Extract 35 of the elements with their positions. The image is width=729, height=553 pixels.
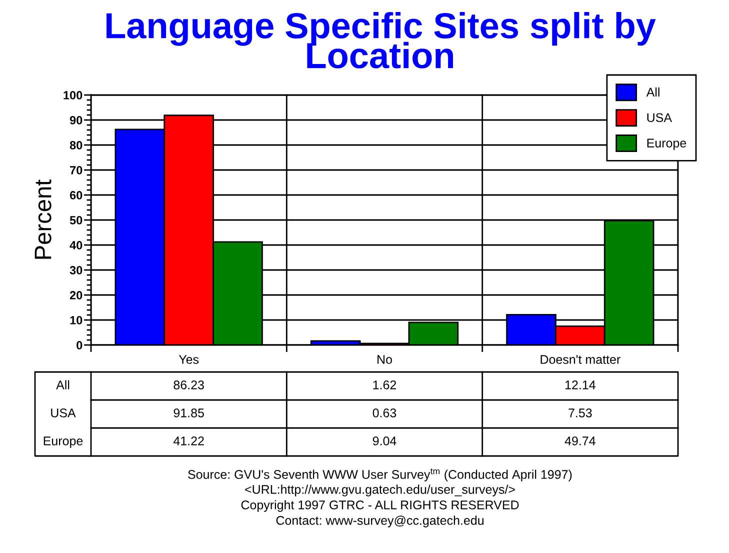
x-tick-label: No [378,355,392,364]
text: <URL:http://www.gvu.gatech.edu/user_surveys/> [245,484,515,496]
data-label: 49.74 [564,436,596,446]
y-tick-label: 10 [70,316,82,324]
legend-label: All [646,87,660,96]
chart-title: Language Specific Sites split by Location [106,12,656,68]
data-label: 9.04 [372,436,396,446]
data-label: 91.85 [174,408,204,418]
y-tick-label: 0 [76,341,82,350]
x-tick-label: Yes [178,355,199,364]
text: Copyright 1997 GTRC - ALL RIGHTS RESERVED [241,500,519,512]
text: USA [51,408,76,418]
legend-label: Europe [647,138,686,150]
text: Europe [44,436,83,448]
x-tick-label: Doesn't matter [540,355,620,364]
y-tick-label: 70 [70,166,82,174]
y-tick-label: 80 [70,141,82,150]
data-label: 1.62 [373,380,396,390]
y-axis-title: Percent [34,179,52,259]
y-tick-label: 40 [70,241,82,250]
y-tick-label: 30 [70,266,82,274]
data-label: 12.14 [565,380,596,390]
data-label: 86.23 [174,380,204,390]
y-tick-label: 60 [70,191,82,200]
data-label: 7.53 [568,408,592,418]
y-tick-label: 20 [70,291,82,300]
text: All [56,380,70,390]
text: Contact: www-survey@cc.gatech.edu [276,516,484,528]
y-tick-label: 50 [70,216,82,224]
legend-label: USA [647,113,672,122]
y-tick-label: 90 [70,116,82,124]
source-note: Source: GVU's Seventh WWW User Survey$^{tm}$ (Conducted April 1997) [188,468,572,482]
data-label: 0.63 [372,408,396,418]
data-label: 41.22 [173,436,204,446]
y-tick-label: 100 [64,91,82,100]
